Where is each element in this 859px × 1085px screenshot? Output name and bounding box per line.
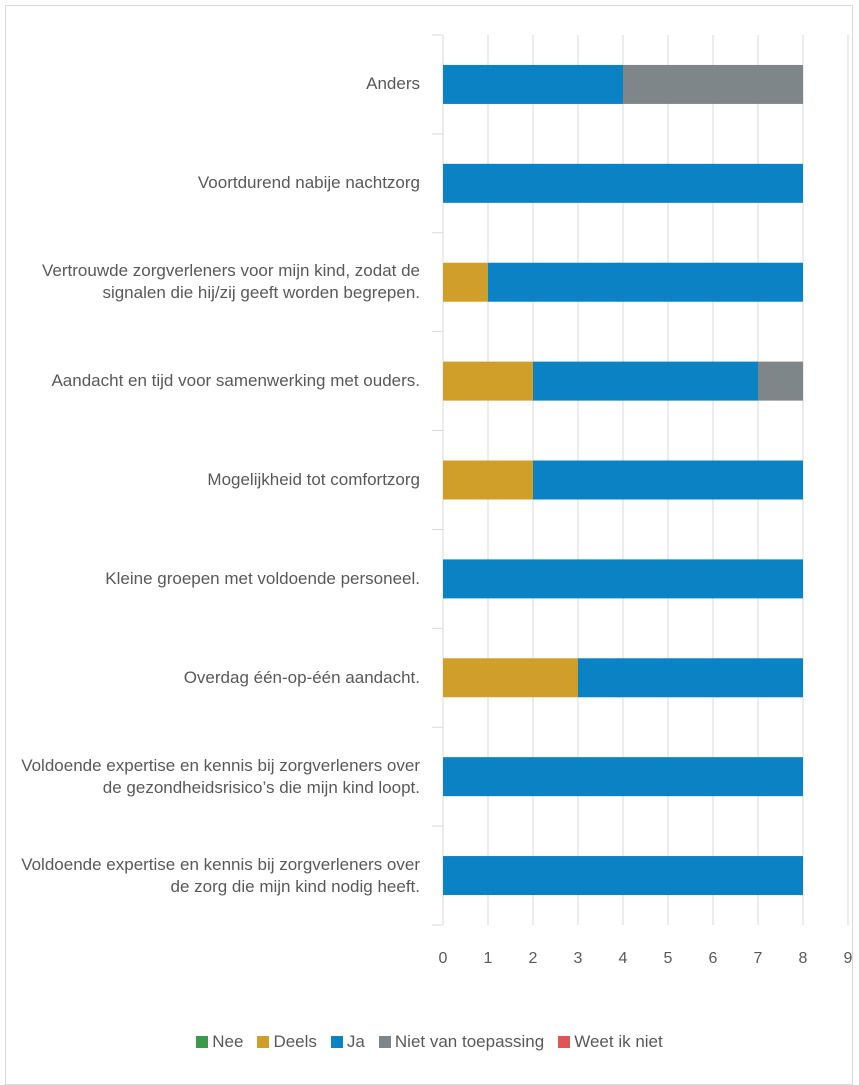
x-tick-label: 1 xyxy=(483,950,493,967)
bar-segment xyxy=(443,460,533,500)
x-tick-label: 3 xyxy=(573,950,583,967)
category-label: Voldoende expertise en kennis bij zorgve… xyxy=(21,755,420,797)
bar-segment xyxy=(443,262,488,302)
x-tick-label: 4 xyxy=(618,950,628,967)
legend-label: Weet ik niet xyxy=(574,1032,663,1051)
legend-swatch xyxy=(558,1036,571,1048)
bar-segment xyxy=(443,658,578,698)
legend-item: Niet van toepassing xyxy=(378,1032,545,1052)
category-label: Mogelijkheid tot comfortzorg xyxy=(207,469,420,489)
x-tick-label: 0 xyxy=(438,950,448,967)
category-label: Kleine groepen met voldoende personeel. xyxy=(105,568,420,588)
bar-segment xyxy=(443,163,803,203)
x-tick-label: 5 xyxy=(663,950,673,967)
x-tick-label: 9 xyxy=(843,950,853,967)
legend-label: Nee xyxy=(212,1032,244,1051)
category-label: Vertrouwde zorgverleners voor mijn kind,… xyxy=(42,261,420,303)
legend-swatch xyxy=(196,1036,209,1048)
legend-label: Ja xyxy=(346,1032,365,1051)
x-tick-label: 7 xyxy=(753,950,763,967)
legend-item: Nee xyxy=(196,1032,243,1052)
category-label: Voldoende expertise en kennis bij zorgve… xyxy=(21,854,420,896)
bar-segment xyxy=(758,361,803,401)
bar-segment xyxy=(533,361,758,401)
bar-segment xyxy=(443,856,803,896)
category-label: Voortdurend nabije nachtzorg xyxy=(197,173,420,193)
legend-swatch xyxy=(257,1036,270,1048)
x-tick-label: 6 xyxy=(708,950,718,967)
legend-item: Weet ik niet xyxy=(558,1032,663,1052)
category-label: Aandacht en tijd voor samenwerking met o… xyxy=(51,371,420,391)
bar-segment xyxy=(443,64,623,104)
legend: Nee Deels Ja Niet van toepassing Weet ik nie… xyxy=(0,1032,859,1052)
bar-segment xyxy=(488,262,803,302)
x-tick-label: 8 xyxy=(798,950,808,967)
category-label: Overdag één-op-één aandacht. xyxy=(183,667,420,687)
legend-swatch xyxy=(330,1036,343,1048)
category-label: Anders xyxy=(366,74,420,94)
legend-swatch xyxy=(378,1036,391,1048)
bar-segment xyxy=(623,64,803,104)
bar-segment xyxy=(443,361,533,401)
bar-segment xyxy=(443,757,803,797)
legend-item: Ja xyxy=(330,1032,365,1052)
legend-item: Deels xyxy=(257,1032,317,1052)
x-tick-label: 2 xyxy=(528,950,538,967)
legend-label: Deels xyxy=(273,1032,317,1051)
bar-segment xyxy=(443,559,803,599)
bar-segment xyxy=(578,658,803,698)
bar-segment xyxy=(533,460,803,500)
legend-label: Niet van toepassing xyxy=(394,1032,545,1051)
